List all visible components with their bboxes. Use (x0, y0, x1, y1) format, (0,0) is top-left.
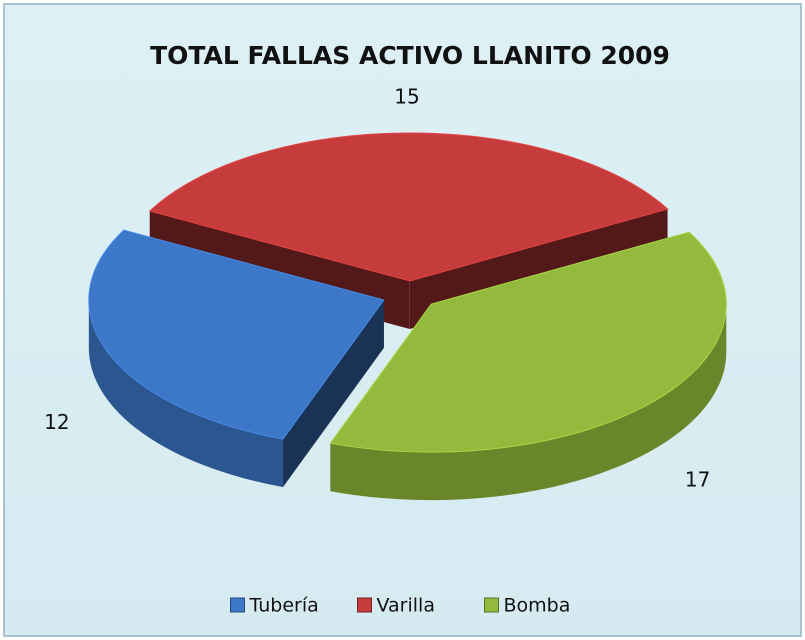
slice (329, 231, 727, 453)
pie: 12 15 17 (44, 84, 727, 501)
legend-label: Tubería (249, 595, 319, 617)
data-label: 15 (394, 84, 419, 108)
legend-label: Bomba (504, 595, 571, 617)
slice-wall (88, 300, 283, 488)
legend-swatch (357, 597, 372, 613)
slice (148, 132, 669, 282)
legend-label: Varilla (377, 595, 435, 617)
legend: Tubería Varilla Bomba (230, 595, 571, 617)
slice-side (282, 300, 384, 488)
data-label: 17 (685, 467, 710, 491)
legend-swatch (230, 597, 245, 613)
slice (88, 229, 385, 440)
legend-swatch (484, 597, 499, 613)
chart-title: TOTAL FALLAS ACTIVO LLANITO 2009 (150, 41, 670, 70)
data-label: 12 (44, 410, 69, 434)
slice-wall (330, 304, 727, 501)
